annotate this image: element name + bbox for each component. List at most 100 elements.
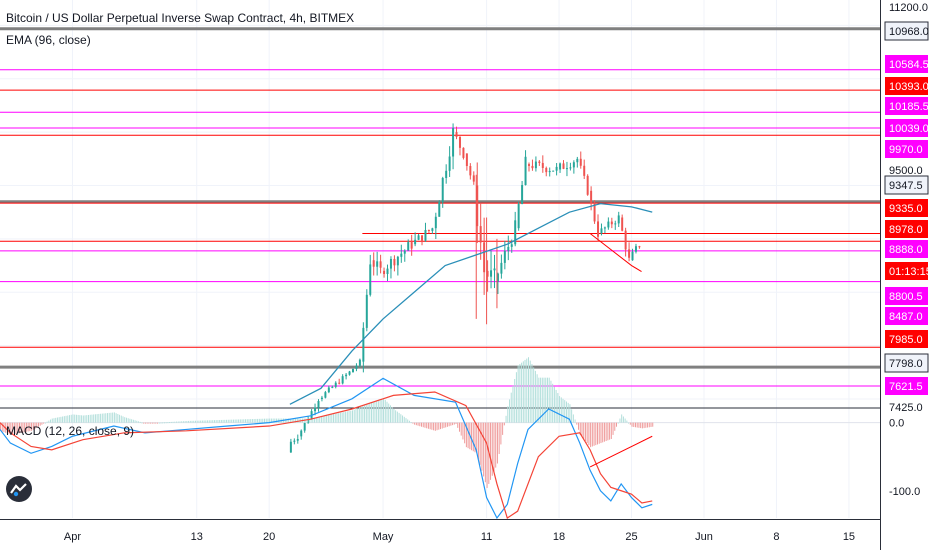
macd-histogram-bar	[391, 407, 393, 423]
macd-histogram-bar	[426, 422, 428, 429]
time-tick-label: 20	[263, 531, 275, 543]
price-tag-label: 10185.5	[889, 101, 929, 113]
macd-histogram-bar	[88, 414, 89, 423]
macd-histogram-bar	[56, 417, 58, 423]
tradingview-logo-icon[interactable]	[6, 476, 32, 502]
time-axis[interactable]: Apr 13 20 May 11 18 25 Jun 8 15	[64, 531, 855, 543]
candle-body	[624, 230, 627, 250]
price-axis[interactable]: 11200.0 9500.0 7425.0 10968.0 10584.5 10393.0…	[881, 0, 932, 550]
macd-histogram-bar	[253, 418, 255, 423]
candle-body	[503, 250, 506, 263]
candle-body	[510, 244, 513, 247]
macd-histogram-bar	[293, 418, 295, 423]
price-tag-label: 01:13:15	[889, 266, 932, 278]
macd-legend[interactable]: MACD (12, 26, close, 9)	[6, 424, 135, 438]
macd-histogram-bar	[528, 357, 529, 423]
candle-body	[603, 227, 606, 229]
chart-title: Bitcoin / US Dollar Perpetual Inverse Sw…	[6, 11, 355, 25]
macd-histogram-bar	[144, 422, 146, 424]
macd-histogram-bar	[246, 419, 248, 423]
macd-histogram-bar	[269, 418, 271, 423]
candle-body	[334, 382, 337, 387]
price-trendline	[589, 233, 642, 272]
price-tag	[885, 140, 928, 158]
macd-histogram-bar	[22, 422, 24, 433]
macd-histogram-bar	[307, 418, 309, 423]
macd-histogram-bar	[132, 419, 134, 423]
macd-histogram-bar	[3, 422, 5, 433]
macd-histogram-bar	[479, 422, 481, 465]
candles	[289, 123, 641, 453]
macd-histogram-bar	[360, 406, 362, 423]
macd-histogram-bar	[343, 412, 345, 423]
macd-histogram-bar	[8, 422, 10, 435]
candle-body	[338, 382, 341, 384]
candle-body	[362, 327, 365, 362]
macd-histogram-bar	[31, 422, 33, 431]
macd-histogram-bar	[210, 420, 212, 423]
macd-histogram-bar	[396, 411, 398, 423]
macd-histogram-bar	[65, 415, 67, 423]
candle-body	[358, 359, 361, 366]
macd-histogram-bar	[374, 401, 376, 423]
macd-histogram-bar	[62, 416, 64, 423]
macd-histogram-bar	[483, 422, 485, 477]
macd-histogram-bar	[172, 421, 174, 423]
macd-histogram-bar	[250, 419, 252, 423]
macd-histogram-bar	[120, 415, 122, 423]
candle-body	[369, 264, 372, 295]
macd-histogram-bar	[446, 422, 448, 427]
macd-histogram-bar	[576, 422, 578, 425]
price-tick-label: 11200.0	[889, 2, 928, 14]
macd-histogram-bar	[410, 422, 412, 424]
candle-body	[452, 128, 455, 157]
macd-histogram-bar	[581, 422, 583, 437]
macd-histogram-bar	[239, 419, 241, 423]
macd-histogram-bar	[626, 420, 628, 423]
candle-body	[379, 261, 382, 268]
candle-body	[552, 170, 555, 172]
price-tag	[885, 220, 928, 238]
candle-body	[634, 246, 637, 252]
ema-legend[interactable]: EMA (96, close)	[6, 33, 91, 47]
macd-histogram-bar	[264, 418, 265, 423]
candle-body	[320, 397, 323, 399]
time-tick-label: Jun	[695, 531, 713, 543]
macd-histogram-bar	[364, 405, 366, 423]
macd-histogram-bar	[648, 422, 650, 428]
macd-histogram-bar	[208, 420, 210, 423]
macd-histogram-bar	[376, 400, 378, 423]
macd-histogram-bar	[645, 422, 647, 428]
macd-histogram-bar	[176, 421, 177, 423]
macd-histogram-bar	[315, 417, 317, 423]
candle-body	[441, 178, 444, 203]
macd-histogram-bar	[203, 420, 205, 423]
macd-histogram-bar	[50, 419, 52, 423]
macd-histogram-bar	[422, 422, 424, 428]
macd-histogram-bar	[538, 377, 540, 423]
macd-histogram-bar	[598, 422, 600, 444]
macd-histogram-bar	[226, 419, 228, 423]
macd-histogram-bar	[212, 420, 214, 423]
macd-histogram-bar	[236, 419, 238, 423]
macd-histogram-bar	[448, 422, 450, 427]
macd-histogram-bar	[124, 417, 126, 423]
macd-histogram-bar	[193, 420, 195, 423]
macd-histogram-bar	[110, 412, 112, 423]
candle-body	[576, 158, 579, 163]
macd-histogram-bar	[327, 415, 329, 423]
macd-histogram-bar	[515, 372, 517, 423]
price-tag	[885, 240, 928, 258]
macd-histogram-bar	[79, 415, 81, 423]
macd-histogram-bar	[591, 422, 593, 447]
candle-body	[610, 221, 613, 225]
macd-histogram-bar	[443, 422, 445, 428]
candle-body	[545, 167, 548, 173]
macd-histogram-bar	[548, 377, 550, 423]
macd-histogram-bar	[229, 419, 231, 423]
macd-histogram-bar	[201, 420, 203, 423]
macd-histogram-bar	[184, 421, 186, 423]
macd-histogram-bar	[531, 364, 533, 423]
macd-histogram-bar	[514, 379, 516, 423]
macd-histogram-bar	[331, 414, 333, 423]
